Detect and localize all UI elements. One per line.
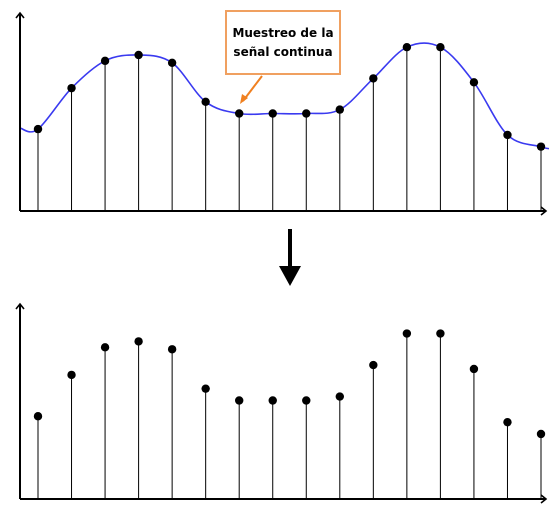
top-sample-point-3	[134, 50, 143, 60]
top-sample-point-7	[268, 109, 277, 118]
bottom-sample-points	[33, 329, 546, 439]
top-sample-point-6	[235, 109, 244, 118]
bottom-sample-point-4	[167, 345, 177, 354]
bottom-sample-point-14	[503, 417, 512, 427]
top-sample-stems	[37, 47, 542, 211]
bottom-sample-point-1	[67, 370, 76, 380]
top-sample-point-2	[100, 56, 110, 66]
top-sample-point-10	[369, 74, 378, 83]
bottom-sample-point-7	[268, 396, 277, 405]
callout-text-line2: señal continua	[233, 45, 332, 59]
bottom-sample-point-13	[469, 364, 479, 374]
top-sample-point-12	[436, 43, 445, 52]
top-sample-point-11	[402, 43, 412, 52]
bottom-sample-point-0	[33, 412, 43, 421]
bottom-sample-point-6	[235, 396, 244, 405]
top-sample-point-8	[302, 109, 311, 118]
bottom-sample-point-12	[436, 329, 445, 338]
top-sample-point-4	[167, 58, 177, 67]
bottom-sample-point-10	[369, 360, 378, 370]
top-sample-point-13	[469, 78, 479, 87]
top-sample-point-14	[503, 130, 512, 140]
bottom-sample-point-9	[335, 392, 344, 401]
bottom-sample-point-11	[402, 329, 412, 338]
discrete-signal-chart	[15, 302, 548, 504]
bottom-sample-point-2	[100, 343, 110, 352]
top-sample-point-1	[67, 83, 76, 93]
top-sample-point-9	[335, 105, 344, 114]
top-sample-point-0	[33, 124, 43, 134]
down-arrow-icon	[279, 229, 301, 286]
bottom-sample-point-5	[201, 384, 210, 393]
callout-box	[225, 10, 341, 75]
top-sample-point-15	[536, 142, 546, 151]
bottom-sample-stems	[37, 333, 542, 499]
continuous-signal-chart	[15, 11, 549, 216]
callout-pointer-head	[240, 94, 248, 104]
callout-text-line1: Muestreo de la	[232, 26, 333, 40]
bottom-sample-point-3	[134, 337, 143, 346]
sampling-callout: Muestreo de la señal continua	[225, 10, 341, 104]
bottom-sample-point-8	[302, 396, 311, 405]
top-sample-points	[33, 43, 546, 151]
top-sample-point-5	[201, 97, 210, 107]
bottom-sample-point-15	[536, 429, 546, 439]
